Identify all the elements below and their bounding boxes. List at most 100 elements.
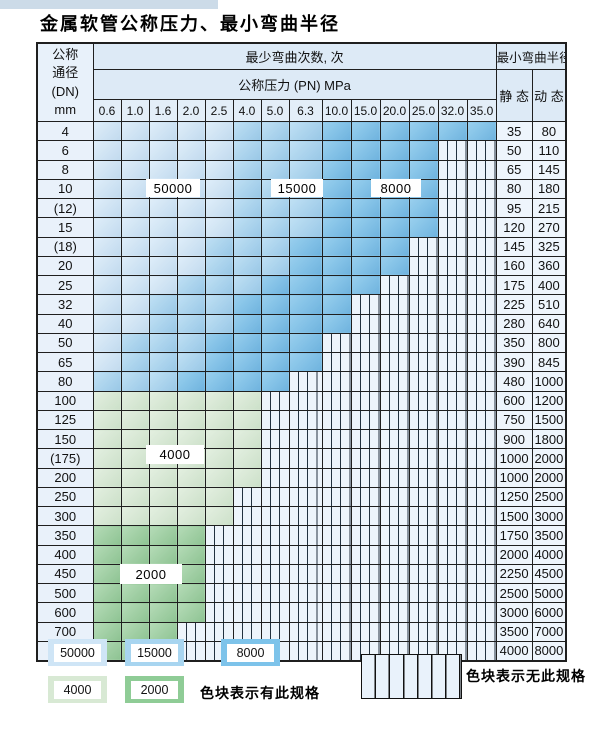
spec-cell — [321, 197, 352, 219]
dn-cell: 300 — [36, 505, 94, 527]
spec-cell — [437, 120, 468, 142]
no-spec-cell — [260, 467, 290, 488]
pressure-column-header: 6.3 — [288, 99, 323, 122]
spec-cell — [379, 159, 410, 180]
no-spec-cell — [176, 621, 206, 642]
spec-cell — [120, 428, 150, 450]
table-row: 600 3000 6000 — [36, 602, 567, 623]
spec-cell — [176, 544, 206, 565]
spec-cell — [321, 140, 352, 161]
no-spec-cell — [350, 582, 381, 604]
no-spec-cell — [321, 582, 352, 604]
no-spec-cell — [379, 390, 410, 411]
spec-cell — [148, 120, 178, 142]
no-spec-cell — [232, 505, 262, 527]
spec-cell — [92, 332, 122, 354]
spec-table: 公称 通径 (DN) mm 最少弯曲次数, 次 最小弯曲半径 公称压力 (PN)… — [36, 42, 568, 662]
spec-cell — [148, 351, 178, 373]
spec-cell — [321, 120, 352, 142]
no-spec-cell — [321, 544, 352, 565]
spec-cell — [120, 236, 150, 257]
spec-cell — [321, 178, 352, 200]
no-spec-cell — [466, 313, 497, 334]
no-spec-cell — [350, 563, 381, 585]
no-spec-cell — [466, 390, 497, 411]
pressure-column-header: 10.0 — [321, 99, 352, 122]
no-spec-cell — [437, 390, 468, 411]
spec-cell — [288, 313, 323, 334]
pressure-column-header: 2.0 — [176, 99, 206, 122]
spec-cell — [120, 486, 150, 508]
spec-cell — [232, 332, 262, 354]
spec-cell — [120, 621, 150, 642]
no-spec-cell — [350, 390, 381, 411]
no-spec-cell — [437, 236, 468, 257]
spec-cell — [350, 197, 381, 219]
spec-cell — [148, 467, 178, 488]
spec-cell — [379, 120, 410, 142]
static-radius-cell: 2250 — [495, 563, 533, 585]
no-spec-cell — [204, 563, 234, 585]
no-spec-cell — [466, 544, 497, 565]
spec-cell — [204, 294, 234, 315]
no-spec-cell — [466, 294, 497, 315]
spec-cell — [260, 255, 290, 277]
spec-cell — [176, 159, 206, 180]
no-spec-cell — [466, 448, 497, 469]
no-spec-cell — [350, 448, 381, 469]
spec-cell — [321, 294, 352, 315]
no-spec-cell — [408, 582, 439, 604]
no-spec-cell — [437, 351, 468, 373]
no-spec-cell — [321, 448, 352, 469]
no-spec-cell — [408, 448, 439, 469]
spec-cell — [92, 217, 122, 238]
legend-block-label: 8000 — [227, 643, 274, 662]
spec-cell — [148, 505, 178, 527]
static-radius-cell: 35 — [495, 120, 533, 142]
no-spec-cell — [408, 428, 439, 450]
spec-cell — [260, 294, 290, 315]
dynamic-radius-cell: 2000 — [531, 448, 567, 469]
spec-cell — [350, 159, 381, 180]
no-spec-cell — [379, 332, 410, 354]
bend-cycles-header: 最少弯曲次数, 次 — [92, 42, 497, 70]
spec-cell — [120, 294, 150, 315]
no-spec-cell — [288, 371, 323, 392]
spec-cell — [260, 197, 290, 219]
no-spec-cell — [466, 274, 497, 296]
table-row: 65 390 845 — [36, 351, 567, 373]
spec-cell — [176, 602, 206, 623]
no-spec-cell — [350, 505, 381, 527]
dynamic-radius-cell: 845 — [531, 351, 567, 373]
spec-cell — [120, 448, 150, 469]
no-spec-cell — [350, 621, 381, 642]
no-spec-cell — [321, 428, 352, 450]
spec-cell — [148, 313, 178, 334]
no-spec-cell — [260, 544, 290, 565]
no-spec-cell — [466, 178, 497, 200]
no-spec-cell — [379, 448, 410, 469]
table-row: 4 35 80 — [36, 120, 567, 142]
spec-cell — [176, 274, 206, 296]
static-radius-cell: 3000 — [495, 602, 533, 623]
pressure-column-header: 2.5 — [204, 99, 234, 122]
dn-cell: 350 — [36, 525, 94, 546]
static-radius-cell: 1500 — [495, 505, 533, 527]
no-spec-cell — [466, 217, 497, 238]
spec-cell — [408, 120, 439, 142]
no-spec-cell — [350, 409, 381, 431]
dynamic-radius-cell: 1200 — [531, 390, 567, 411]
no-spec-cell — [408, 294, 439, 315]
no-spec-cell — [350, 313, 381, 334]
spec-cell — [176, 255, 206, 277]
legend-block-label: 50000 — [54, 643, 101, 662]
table-row: 80040008000 — [36, 640, 567, 662]
no-spec-cell — [260, 486, 290, 508]
spec-cell — [120, 274, 150, 296]
no-spec-cell — [437, 371, 468, 392]
spec-cell — [120, 120, 150, 142]
no-spec-cell — [466, 236, 497, 257]
no-spec-cell — [321, 351, 352, 373]
pressure-column-header: 4.0 — [232, 99, 262, 122]
